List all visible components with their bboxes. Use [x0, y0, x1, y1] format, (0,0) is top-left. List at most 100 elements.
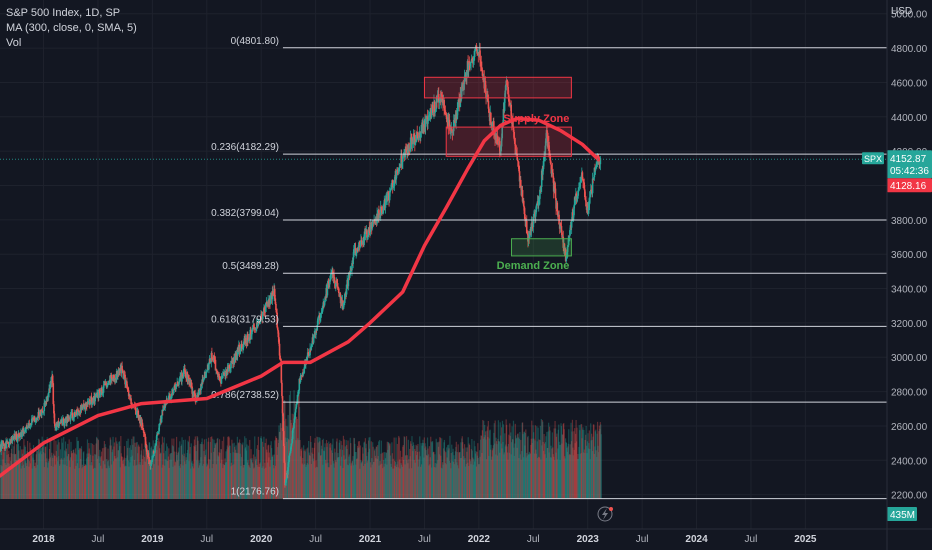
candle-body — [320, 313, 322, 318]
candle-body — [242, 347, 244, 349]
volume-bar — [590, 423, 592, 499]
candle-body — [158, 423, 161, 432]
volume-bar — [399, 450, 402, 499]
volume-bar — [573, 431, 575, 499]
volume-bar — [414, 462, 416, 499]
volume-bar — [331, 444, 333, 499]
candle-body — [530, 222, 533, 231]
ma-price-bg — [887, 178, 932, 193]
volume-bar — [34, 466, 36, 499]
volume-bar — [240, 465, 242, 499]
volume-bar — [332, 461, 334, 499]
volume-bar — [137, 453, 139, 499]
volume-bar — [102, 460, 104, 499]
volume-bar — [534, 440, 536, 499]
volume-bar — [366, 456, 368, 499]
symbol-title[interactable]: S&P 500 Index, 1D, SP — [6, 7, 121, 19]
candle-body — [593, 177, 595, 180]
candle-body — [121, 369, 124, 373]
candle-body — [161, 409, 164, 416]
volume-bar — [203, 451, 205, 499]
volume-indicator-label[interactable]: Vol — [6, 37, 22, 49]
volume-bar — [157, 465, 159, 499]
candle-body — [407, 145, 410, 151]
volume-bar — [467, 462, 469, 499]
volume-bar — [331, 452, 334, 499]
volume-bar — [197, 437, 199, 499]
candle-body — [160, 415, 163, 423]
volume-bar — [538, 439, 540, 499]
volume-bar — [212, 438, 214, 499]
candle-body — [566, 257, 568, 258]
volume-bar — [367, 452, 369, 499]
volume-bar — [146, 454, 148, 499]
volume-bar — [24, 445, 26, 499]
candle-body — [18, 436, 21, 438]
volume-bar — [47, 461, 50, 499]
volume-bar — [365, 443, 367, 499]
candle-body — [242, 342, 245, 348]
volume-bar — [6, 446, 9, 499]
candle-body — [63, 422, 66, 425]
candle-body — [546, 132, 549, 148]
volume-bar — [177, 453, 179, 499]
volume-bar — [18, 458, 20, 499]
volume-bar — [67, 453, 69, 499]
volume-bar — [273, 468, 275, 499]
volume-bar — [231, 439, 233, 499]
volume-bar — [197, 467, 200, 499]
volume-bar — [139, 462, 141, 499]
volume-bar — [455, 441, 457, 499]
volume-bar — [594, 446, 596, 499]
volume-bar — [229, 453, 232, 499]
volume-bar — [591, 451, 594, 499]
volume-bar — [55, 440, 57, 499]
candle-body — [366, 230, 368, 238]
volume-bar — [168, 448, 170, 499]
volume-bar — [339, 439, 341, 499]
volume-bar — [212, 464, 214, 499]
volume-bar — [181, 444, 183, 499]
volume-bar — [449, 435, 451, 499]
volume-bar — [316, 436, 318, 499]
volume-bar — [456, 451, 458, 499]
volume-bar — [501, 448, 503, 499]
ma-indicator-label[interactable]: MA (300, close, 0, SMA, 5) — [6, 22, 137, 34]
volume-bar — [333, 467, 335, 499]
volume-bar — [474, 453, 477, 499]
volume-bar — [431, 442, 433, 499]
volume-bar — [20, 468, 22, 499]
volume-bar — [552, 454, 554, 499]
volume-bar — [372, 461, 375, 499]
volume-bar — [287, 415, 289, 499]
volume-bar — [440, 455, 442, 499]
candle-body — [102, 385, 105, 393]
candle-body — [53, 413, 56, 424]
price-axis: USD2200.002400.002600.002800.003000.0032… — [862, 0, 932, 550]
candle-body — [11, 439, 14, 442]
candle-body — [560, 223, 562, 227]
volume-bars — [0, 390, 602, 499]
candle-body — [13, 434, 16, 439]
volume-bar — [478, 464, 480, 499]
volume-bar — [112, 436, 114, 499]
candle-body — [218, 376, 221, 381]
lightning-icon[interactable] — [597, 506, 613, 522]
volume-bar — [267, 444, 270, 499]
volume-bar — [295, 417, 297, 499]
volume-bar — [576, 458, 579, 499]
volume-bar — [432, 452, 434, 499]
volume-bar — [264, 443, 266, 499]
volume-bar — [442, 464, 444, 499]
volume-bar — [516, 447, 518, 499]
volume-bar — [133, 465, 135, 499]
volume-bar — [471, 438, 473, 499]
volume-bar — [132, 436, 134, 499]
volume-bar — [452, 448, 454, 499]
volume-bar — [257, 436, 260, 499]
volume-bar — [214, 443, 216, 499]
volume-bar — [32, 445, 35, 499]
volume-bar — [318, 437, 320, 499]
candle-body — [549, 153, 551, 161]
